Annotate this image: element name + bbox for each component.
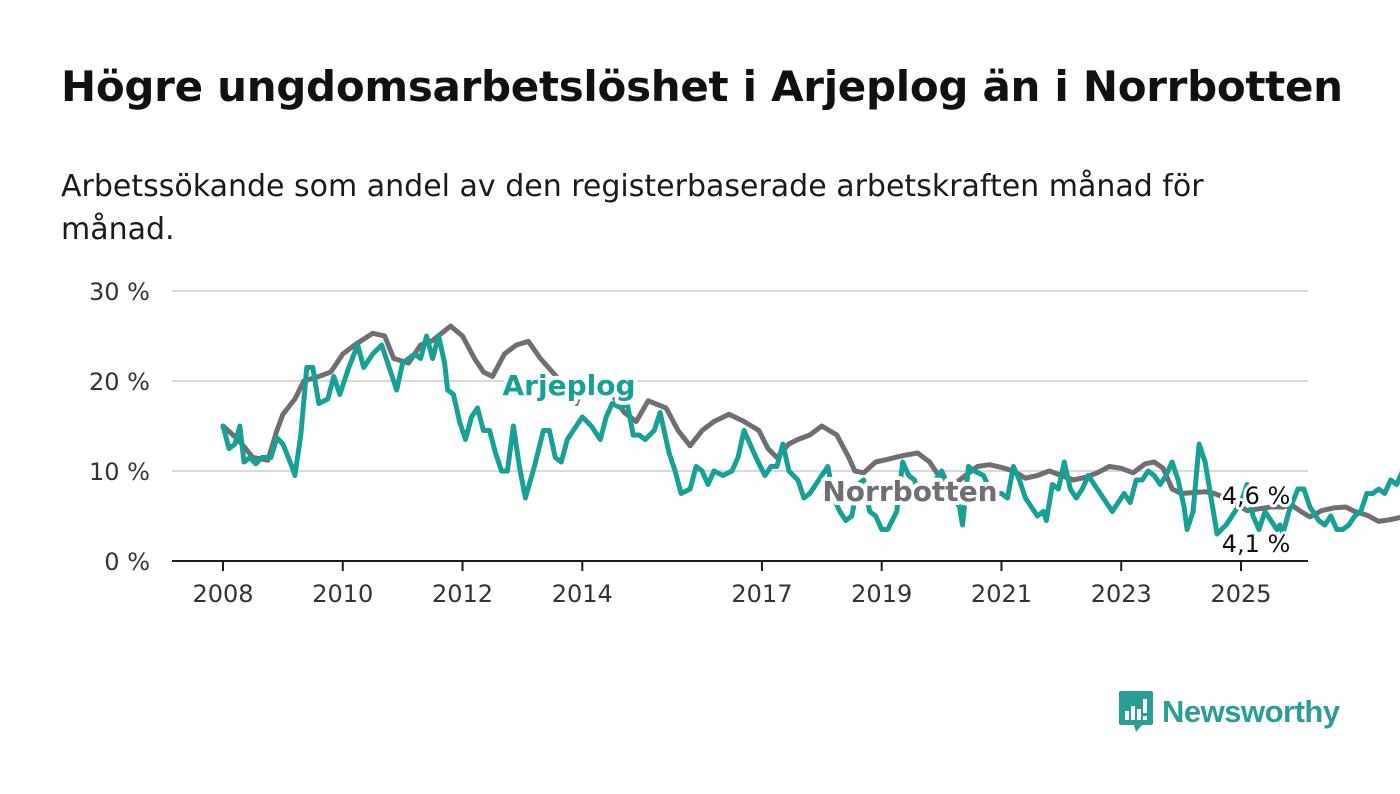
end-label-arjeplog-halo: 4,6 % — [1222, 482, 1291, 510]
y-tick-label: 30 % — [89, 278, 150, 306]
y-tick-label: 20 % — [89, 368, 150, 396]
series-label-norrbotten-halo: Norrbotten — [822, 475, 997, 508]
chart-title: Högre ungdomsarbetslöshet i Arjeplog än … — [61, 62, 1343, 111]
end-label-norrbotten: 4,1 % — [1222, 530, 1291, 558]
x-tick-label: 2017 — [731, 580, 792, 608]
series-label-norrbotten: Norrbotten — [822, 475, 997, 508]
x-tick-label: 2021 — [971, 580, 1032, 608]
y-tick-label: 10 % — [89, 458, 150, 486]
series-label-arjeplog: Arjeplog — [503, 369, 636, 402]
newsworthy-logo-icon — [1119, 691, 1153, 732]
end-label-arjeplog: 4,6 % — [1222, 482, 1291, 510]
x-tick-label: 2012 — [432, 580, 493, 608]
x-tick-label: 2008 — [192, 580, 253, 608]
chart-subtitle: Arbetssökande som andel av den registerb… — [61, 169, 1204, 247]
y-tick-label: 0 % — [104, 548, 150, 576]
x-tick-label: 2014 — [552, 580, 613, 608]
series-label-arjeplog-halo: Arjeplog — [503, 369, 636, 402]
x-tick-label: 2019 — [851, 580, 912, 608]
grid-lines — [172, 290, 1308, 472]
series-lines — [220, 323, 1400, 537]
series-line-arjeplog — [220, 333, 1400, 537]
x-axis: 2008 2010 2012 2014 2017 2019 2021 2023 2025 — [172, 560, 1308, 608]
y-axis: 0 % 10 % 20 % 30 % — [89, 278, 150, 576]
x-tick-label: 2023 — [1091, 580, 1152, 608]
brand-name: Newsworthy — [1162, 694, 1340, 729]
end-label-norrbotten-halo: 4,1 % — [1222, 530, 1291, 558]
newsworthy-logo: Newsworthy — [1118, 690, 1340, 734]
x-tick-label: 2010 — [312, 580, 373, 608]
series-line-norrbotten — [220, 323, 1400, 524]
x-tick-label: 2025 — [1210, 580, 1271, 608]
